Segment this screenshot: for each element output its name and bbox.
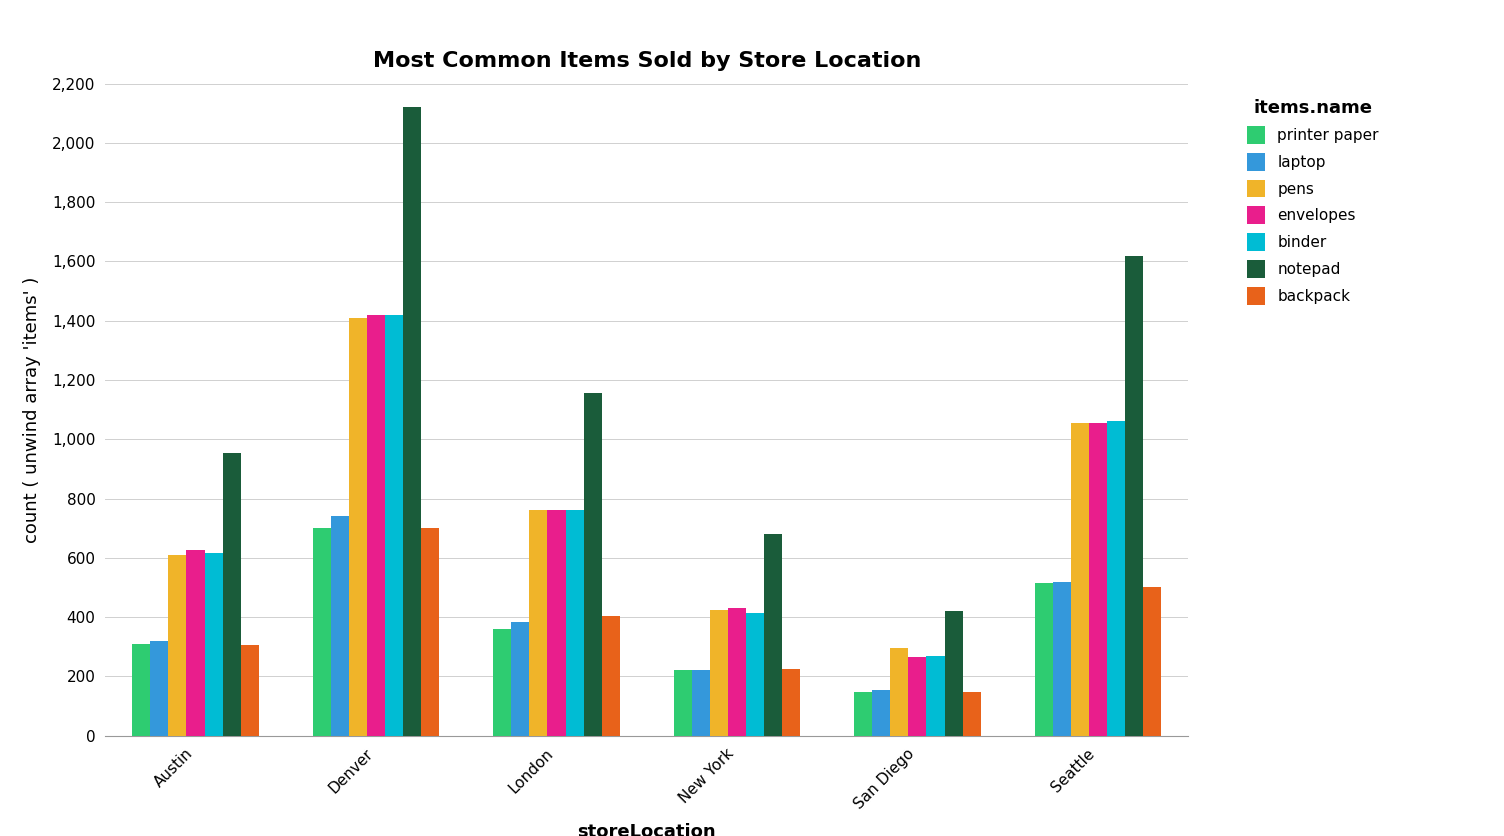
Bar: [168, 555, 186, 736]
Bar: [674, 670, 692, 736]
Bar: [529, 511, 547, 736]
Bar: [349, 318, 367, 736]
Legend: printer paper, laptop, pens, envelopes, binder, notepad, backpack: printer paper, laptop, pens, envelopes, …: [1239, 91, 1387, 312]
Bar: [1053, 582, 1071, 736]
Bar: [421, 528, 439, 736]
Bar: [511, 622, 529, 736]
Bar: [547, 511, 566, 736]
Bar: [602, 615, 620, 736]
Bar: [584, 394, 602, 736]
Bar: [1089, 423, 1107, 736]
X-axis label: storeLocation: storeLocation: [578, 823, 716, 836]
Bar: [367, 315, 385, 736]
Bar: [746, 613, 764, 736]
Bar: [872, 690, 890, 736]
Bar: [331, 517, 349, 736]
Bar: [1107, 421, 1125, 736]
Bar: [1125, 256, 1143, 736]
Bar: [1071, 423, 1089, 736]
Bar: [764, 534, 782, 736]
Bar: [385, 315, 403, 736]
Bar: [186, 550, 205, 736]
Title: Most Common Items Sold by Store Location: Most Common Items Sold by Store Location: [373, 51, 920, 71]
Y-axis label: count ( unwind array 'items' ): count ( unwind array 'items' ): [23, 277, 41, 543]
Bar: [150, 641, 168, 736]
Bar: [963, 692, 981, 736]
Bar: [205, 553, 223, 736]
Bar: [241, 645, 259, 736]
Bar: [1143, 588, 1161, 736]
Bar: [854, 692, 872, 736]
Bar: [728, 609, 746, 736]
Bar: [223, 452, 241, 736]
Bar: [132, 644, 150, 736]
Bar: [313, 528, 331, 736]
Bar: [493, 629, 511, 736]
Bar: [926, 655, 945, 736]
Bar: [890, 648, 908, 736]
Bar: [692, 670, 710, 736]
Bar: [403, 107, 421, 736]
Bar: [945, 611, 963, 736]
Bar: [566, 511, 584, 736]
Bar: [782, 669, 800, 736]
Bar: [710, 609, 728, 736]
Bar: [908, 657, 926, 736]
Bar: [1035, 583, 1053, 736]
